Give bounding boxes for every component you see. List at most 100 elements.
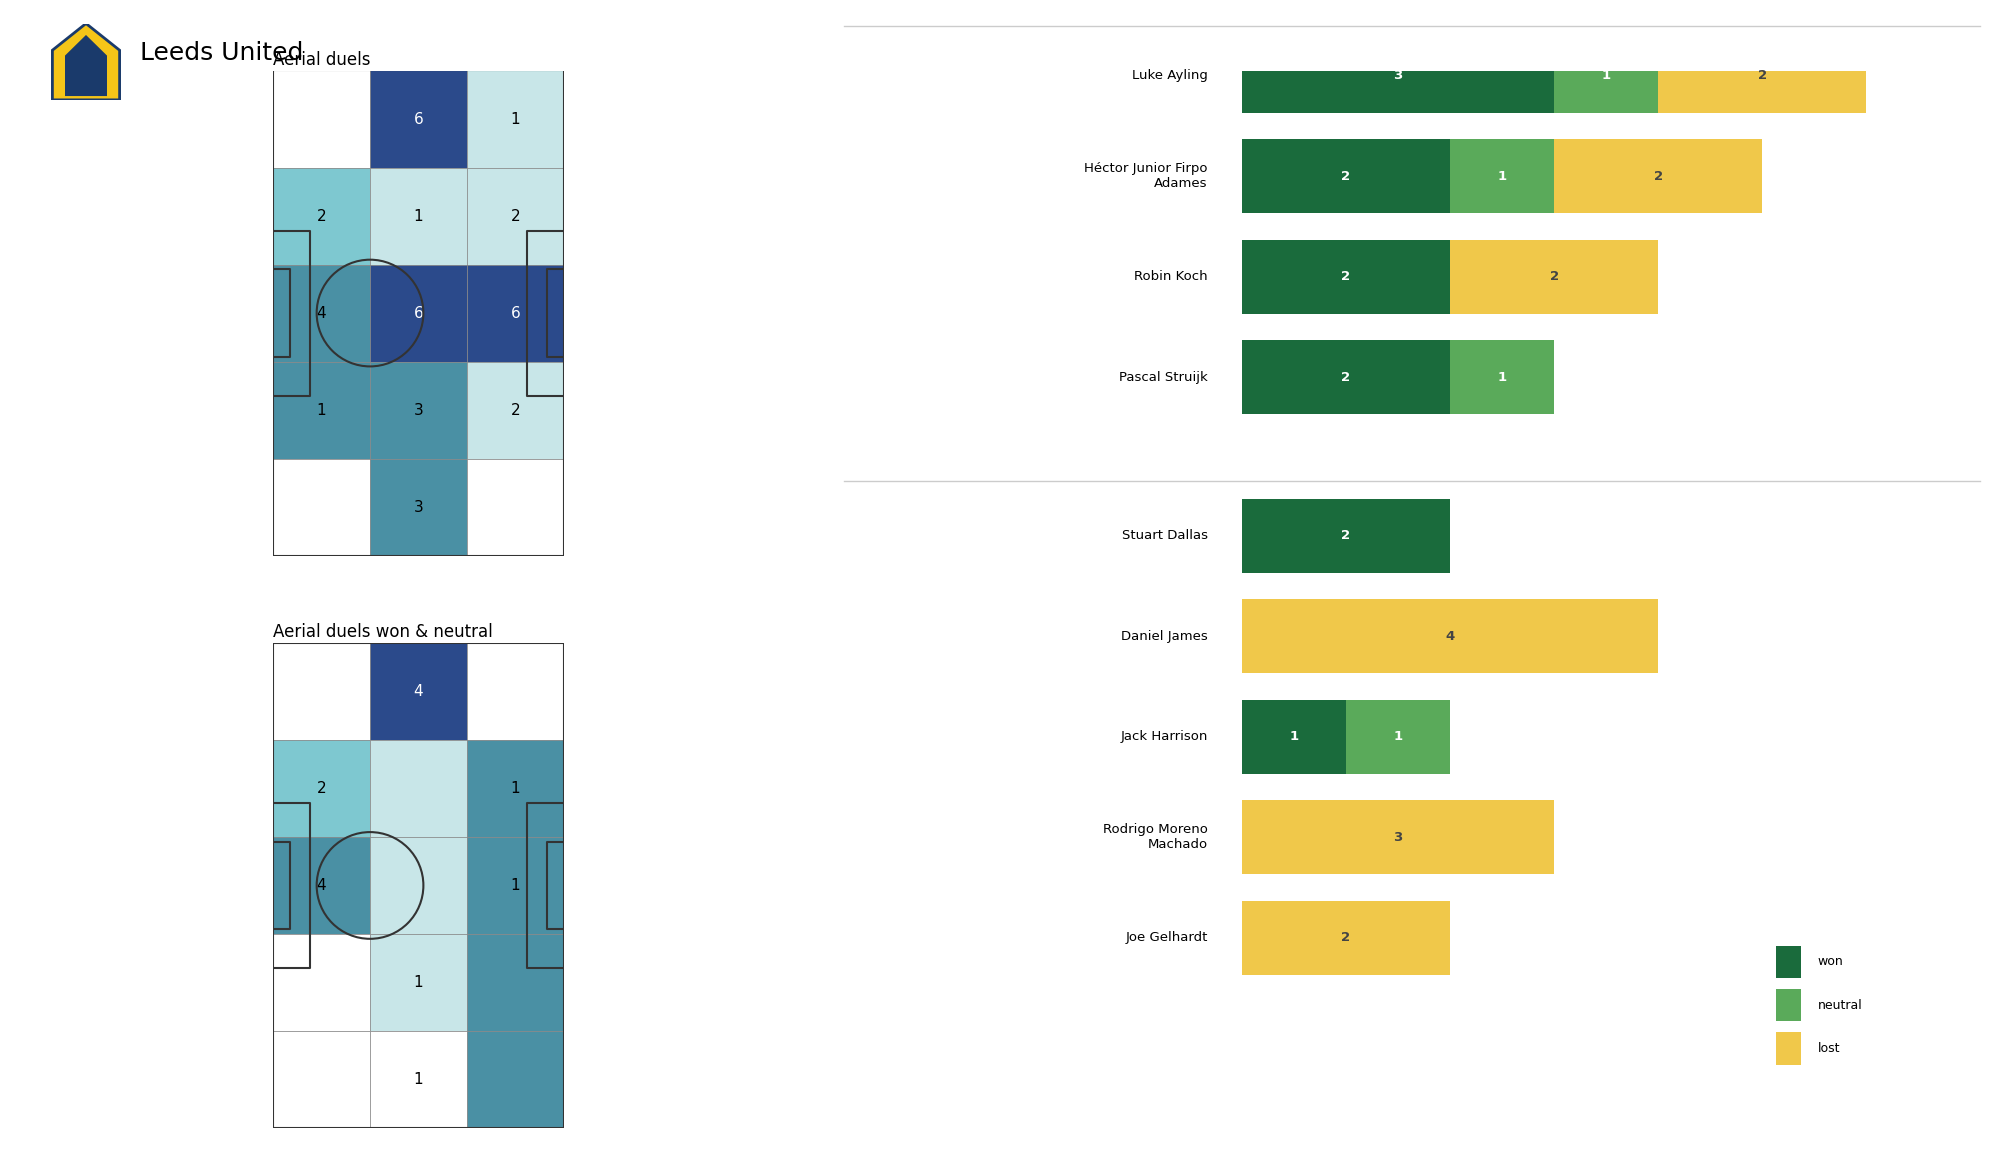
Bar [370,837,468,934]
Bar [1242,139,1450,214]
Bar [1776,989,1800,1021]
Text: 2: 2 [510,208,520,223]
Bar [1776,946,1800,979]
Text: 4: 4 [1446,630,1454,643]
Text: 1: 1 [316,403,326,417]
Bar [274,934,370,1030]
Text: 4: 4 [316,306,326,321]
Bar [1346,699,1450,773]
Text: Luke Ayling: Luke Ayling [1132,69,1208,82]
Text: 2: 2 [1758,69,1766,82]
Text: Rodrigo Moreno
Machado: Rodrigo Moreno Machado [1102,824,1208,851]
Text: 1: 1 [510,781,520,795]
Bar [370,458,468,556]
Bar [468,934,564,1030]
Bar [1242,699,1346,773]
Bar [370,740,468,837]
Text: Aerial duels: Aerial duels [274,51,370,69]
Bar [1658,39,1866,113]
Text: lost: lost [1818,1042,1840,1055]
Text: 3: 3 [1394,69,1402,82]
Text: 4: 4 [414,684,424,699]
Bar [274,1030,370,1128]
Bar [274,264,370,362]
Bar [1554,39,1658,113]
Bar [1242,39,1554,113]
Bar [370,1030,468,1128]
Text: 1: 1 [1498,169,1506,183]
Bar [274,362,370,458]
Bar [274,70,370,168]
Text: 1: 1 [1498,370,1506,384]
Text: Joe Gelhardt: Joe Gelhardt [1126,931,1208,945]
Text: 1: 1 [414,975,424,991]
Bar [370,264,468,362]
Bar [468,643,564,740]
Text: 4: 4 [316,878,326,893]
Bar [274,168,370,264]
Text: 2: 2 [1342,370,1350,384]
Bar [468,740,564,837]
Text: 6: 6 [414,306,424,321]
Text: 2: 2 [1342,931,1350,945]
Bar [370,934,468,1030]
Bar [370,70,468,168]
Bar [1242,800,1554,874]
Text: Jack Harrison: Jack Harrison [1120,730,1208,744]
Bar [468,264,564,362]
Text: 2: 2 [510,403,520,417]
Bar [1242,498,1450,573]
Text: 1: 1 [1394,730,1402,744]
Bar [370,362,468,458]
Bar [468,362,564,458]
Text: Daniel James: Daniel James [1122,630,1208,643]
Text: 3: 3 [414,403,424,417]
Bar [1242,900,1450,974]
Text: 2: 2 [316,781,326,795]
Polygon shape [64,35,108,96]
Bar [468,458,564,556]
Bar [1554,139,1762,214]
Text: Robin Koch: Robin Koch [1134,270,1208,283]
Text: 2: 2 [1654,169,1662,183]
Text: Aerial duels won & neutral: Aerial duels won & neutral [274,624,492,642]
Bar [1776,1032,1800,1065]
Bar [468,1030,564,1128]
Text: neutral: neutral [1818,999,1862,1012]
Bar [468,168,564,264]
Text: 6: 6 [414,112,424,127]
Bar [370,643,468,740]
Bar [1242,341,1450,415]
Text: 1: 1 [414,208,424,223]
Bar [468,837,564,934]
Text: Pascal Struijk: Pascal Struijk [1120,370,1208,384]
Text: Héctor Junior Firpo
Adames: Héctor Junior Firpo Adames [1084,162,1208,190]
Bar [370,168,468,264]
Bar [1242,599,1658,673]
Polygon shape [52,24,120,100]
Bar [274,837,370,934]
Text: won: won [1818,955,1844,968]
Bar [1450,139,1554,214]
Text: 3: 3 [1394,831,1402,844]
Text: 1: 1 [414,1072,424,1087]
Text: 2: 2 [1550,270,1558,283]
Text: 1: 1 [1290,730,1298,744]
Text: 2: 2 [316,208,326,223]
Bar [274,740,370,837]
Bar [274,643,370,740]
Text: Stuart Dallas: Stuart Dallas [1122,529,1208,543]
Bar [1242,240,1450,314]
Text: 2: 2 [1342,169,1350,183]
Text: 1: 1 [510,878,520,893]
Text: 2: 2 [1342,529,1350,543]
Text: 2: 2 [1342,270,1350,283]
Bar [1450,341,1554,415]
Text: 3: 3 [414,499,424,515]
Bar [1450,240,1658,314]
Text: 1: 1 [1602,69,1610,82]
Text: 1: 1 [510,112,520,127]
Bar [468,70,564,168]
Text: 6: 6 [510,306,520,321]
Bar [274,458,370,556]
